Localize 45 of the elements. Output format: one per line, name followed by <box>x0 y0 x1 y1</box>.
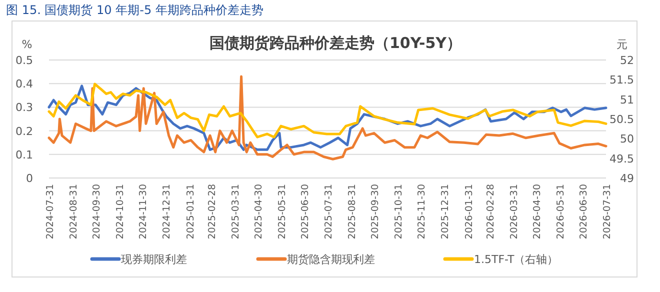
x-tick-label: 2025-12-31 <box>440 184 452 240</box>
x-tick-label: 2025-05-31 <box>276 184 288 240</box>
x-tick-label: 2026-01-31 <box>464 184 475 240</box>
x-tick-label: 2025-04-30 <box>253 184 264 240</box>
x-tick-label: 2024-08-31 <box>68 184 80 240</box>
x-tick-label: 2025-11-30 <box>416 184 428 240</box>
y2-tick-label: 50 <box>620 132 634 146</box>
y-tick-label: 0.5 <box>16 54 33 67</box>
x-tick-label: 2026-07-31 <box>602 184 613 240</box>
caption: 图 15. 国债期货 10 年期-5 年期跨品种价差走势 <box>6 3 264 17</box>
x-tick-label: 2025-06-30 <box>300 184 311 240</box>
y-tick-label: 0 <box>26 172 33 185</box>
x-tick-label: 2026-02-28 <box>485 184 496 240</box>
y-axis-title: % <box>22 38 32 51</box>
x-tick-label: 2026-04-30 <box>532 184 543 240</box>
y-tick-label: 0.2 <box>16 124 33 138</box>
x-tick-label: 2026-03-31 <box>508 184 520 240</box>
legend-label: 1.5TF-T（右轴） <box>474 253 558 266</box>
x-tick-label: 2025-09-30 <box>370 184 382 240</box>
x-tick-label: 2025-08-31 <box>347 184 358 240</box>
y2-tick-label: 51.5 <box>610 74 634 87</box>
y2-tick-label: 49 <box>620 172 634 185</box>
y-tick-label: 0.4 <box>16 78 33 91</box>
x-tick-label: 2024-09-30 <box>92 184 103 240</box>
x-tick-label: 2025-02-28 <box>206 184 218 240</box>
x-tick-label: 2026-06-30 <box>578 184 590 240</box>
y2-tick-label: 49.5 <box>610 152 634 166</box>
x-tick-label: 2024-07-31 <box>45 184 56 240</box>
y2-tick-label: 51 <box>620 93 634 106</box>
legend-label: 期货隐含期现利差 <box>287 253 375 266</box>
x-tick-label: 2024-12-31 <box>162 184 173 240</box>
y2-tick-label: 52 <box>620 54 634 67</box>
legend-label: 现券期限利差 <box>121 253 187 266</box>
x-tick-label: 2026-05-31 <box>555 184 566 240</box>
y-tick-label: 0.3 <box>16 101 33 114</box>
chart-title: 国债期货跨品种价差走势（10Y-5Y） <box>209 34 462 52</box>
y2-tick-label: 50.5 <box>610 113 634 126</box>
x-tick-label: 2024-10-31 <box>115 184 126 240</box>
x-tick-label: 2025-10-31 <box>394 184 405 240</box>
y-tick-label: 0.1 <box>16 148 33 162</box>
x-tick-label: 2025-07-31 <box>324 184 334 240</box>
y2-axis-title: 元 <box>616 38 628 51</box>
x-tick-label: 2025-03-31 <box>230 184 242 240</box>
x-tick-label: 2024-11-30 <box>138 184 150 240</box>
x-tick-label: 2025-01-31 <box>185 184 196 240</box>
